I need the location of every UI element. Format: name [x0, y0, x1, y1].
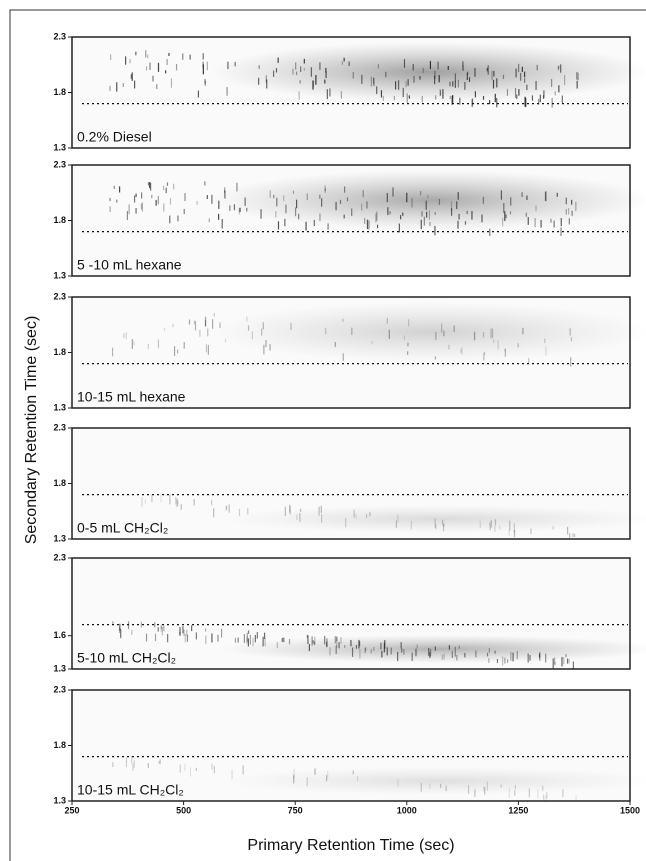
frame	[9, 9, 646, 861]
y-tick-label: 2.3	[53, 31, 66, 41]
signal-haze	[220, 767, 646, 795]
y-tick-label: 1.3	[53, 663, 66, 673]
y-tick-label: 2.3	[53, 291, 66, 301]
x-tick-label: 1250	[508, 805, 528, 815]
x-tick-label: 1500	[620, 805, 640, 815]
y-tick-label: 1.8	[53, 478, 66, 488]
signal-haze	[210, 302, 646, 362]
panel-label: 5-10 mL CH₂Cl₂	[77, 650, 176, 666]
panel-label: 10-15 mL CH₂Cl₂	[77, 782, 184, 798]
y-tick-label: 1.8	[53, 87, 66, 97]
panel-label: 5 -10 mL hexane	[77, 257, 182, 273]
y-tick-label: 1.3	[53, 795, 66, 805]
signal-haze	[210, 42, 646, 102]
y-tick-label: 1.8	[53, 347, 66, 357]
x-tick-label: 500	[176, 805, 191, 815]
x-tick-label: 1000	[397, 805, 417, 815]
signal-haze	[220, 505, 646, 533]
y-tick-label: 1.3	[53, 402, 66, 412]
y-tick-label: 1.3	[53, 270, 66, 280]
y-tick-label: 1.3	[53, 533, 66, 543]
signal-haze	[210, 170, 646, 230]
x-axis-title: Primary Retention Time (sec)	[247, 837, 454, 854]
x-tick-label: 250	[64, 805, 79, 815]
y-tick-label: 2.3	[53, 422, 66, 432]
x-tick-label: 750	[288, 805, 303, 815]
y-tick-label: 2.3	[53, 159, 66, 169]
y-tick-label: 1.3	[53, 142, 66, 152]
panel-border	[71, 557, 631, 670]
panel-label: 10-15 mL hexane	[77, 389, 186, 405]
y-tick-label: 1.8	[53, 215, 66, 225]
y-axis-title: Secondary Retention Time (sec)	[23, 316, 40, 545]
panel-label: 0.2% Diesel	[77, 129, 152, 145]
y-tick-label: 1.8	[53, 740, 66, 750]
y-tick-label: 2.3	[53, 684, 66, 694]
y-tick-label: 2.3	[53, 552, 66, 562]
y-tick-label: 1.6	[53, 630, 66, 640]
panel-label: 0-5 mL CH₂Cl₂	[77, 520, 168, 536]
